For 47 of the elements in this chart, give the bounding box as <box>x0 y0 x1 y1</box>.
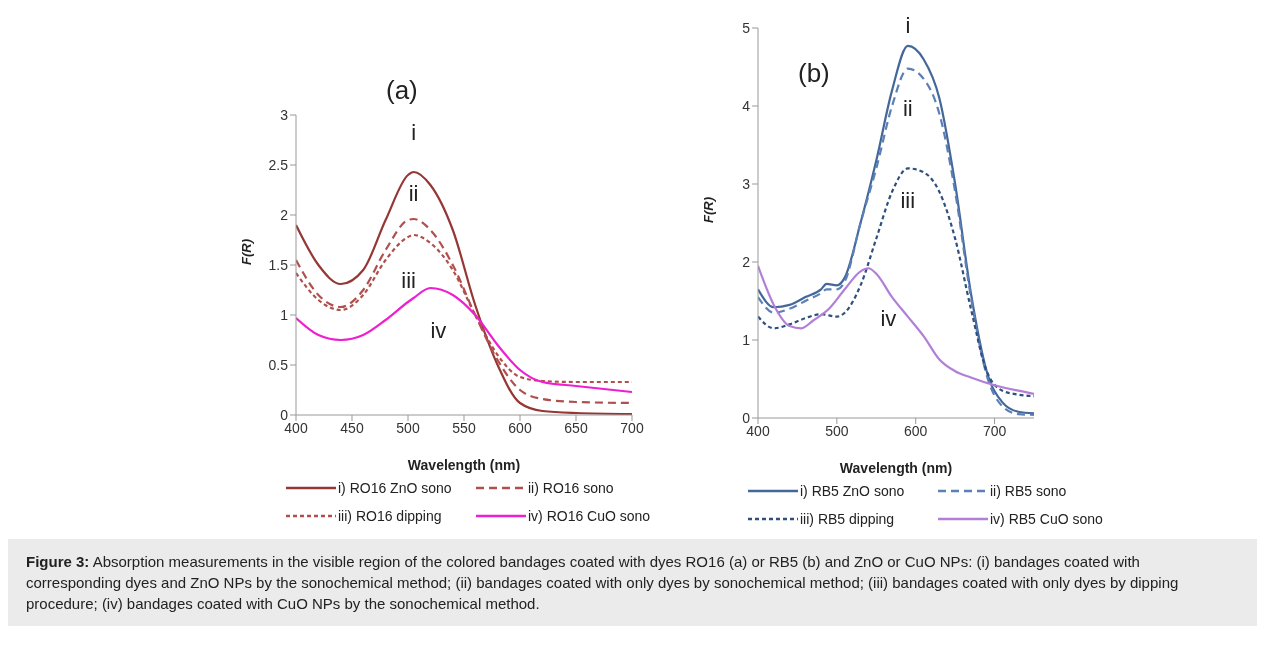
annotation: iii <box>401 267 416 293</box>
y-tick-label: 2.5 <box>268 156 289 173</box>
legend-label: i) RB5 ZnO sono <box>800 483 905 499</box>
chart-title: (a) <box>386 75 418 106</box>
line-series <box>758 264 1034 395</box>
y-tick-label: 3 <box>280 106 289 123</box>
legend-label: i) RO16 ZnO sono <box>338 480 452 496</box>
y-tick-label: 2 <box>742 253 751 270</box>
x-tick-label: 700 <box>620 419 644 436</box>
line-series <box>296 217 632 405</box>
x-axis-title: Wavelength (nm) <box>407 457 521 473</box>
line-series <box>296 286 632 394</box>
x-tick-label: 500 <box>825 422 849 439</box>
caption: Figure 3: Absorption measurements in the visible region of the colored bandages coated with dyes RO16 (a) or RB5 (b) and ZnO or CuO NPs: (i) bandages coated with corresponding dyes and ZnO NPs by the sonochemical method; (ii) bandages coated with only dyes by sonochemical method; (iii) bandages coated with only dyes by dipping procedure; (iv) bandages coated with CuO NPs by the sonochemical method. <box>26 552 1180 614</box>
y-tick-label: 5 <box>742 19 751 36</box>
x-tick-label: 650 <box>564 419 588 436</box>
x-axis-title: Wavelength (nm) <box>839 460 953 476</box>
y-tick-label: 2 <box>280 206 289 223</box>
annotation: i <box>905 13 911 39</box>
x-tick-label: 500 <box>396 419 420 436</box>
legend-label: ii) RO16 sono <box>528 480 614 496</box>
y-tick-label: 4 <box>742 97 751 114</box>
y-axis-title: F(R) <box>700 197 716 223</box>
y-tick-label: 1 <box>280 306 289 323</box>
annotation: ii <box>408 180 419 206</box>
x-tick-label: 450 <box>340 419 364 436</box>
legend-label: ii) RB5 sono <box>990 483 1067 499</box>
annotation: iii <box>900 187 916 213</box>
annotation: iv <box>430 317 447 343</box>
legend-label: iv) RO16 CuO sono <box>528 508 651 524</box>
x-tick-label: 550 <box>452 419 476 436</box>
x-tick-label: 600 <box>508 419 532 436</box>
legend-label: iii) RB5 dipping <box>800 511 895 527</box>
y-axis-title: F(R) <box>238 239 254 265</box>
annotation: i <box>411 119 417 145</box>
y-tick-label: 3 <box>742 175 751 192</box>
y-tick-label: 1.5 <box>268 256 289 273</box>
x-tick-label: 700 <box>982 422 1007 439</box>
annotation: ii <box>902 96 913 122</box>
y-tick-label: 0.5 <box>268 356 289 373</box>
line-series <box>758 167 1034 398</box>
y-tick-label: 1 <box>742 331 751 348</box>
annotation: iv <box>880 305 897 331</box>
x-tick-label: 600 <box>904 422 928 439</box>
legend-label: iii) RO16 dipping <box>338 508 442 524</box>
text: (b) <box>798 58 830 89</box>
legend-label: iv) RB5 CuO sono <box>990 511 1103 527</box>
